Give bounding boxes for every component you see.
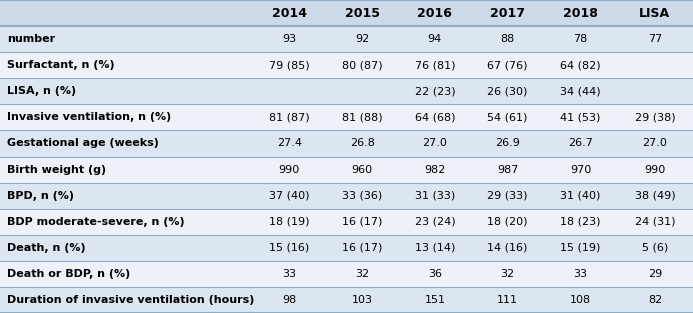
Text: 15 (16): 15 (16) [269,243,310,253]
Text: 2017: 2017 [490,7,525,19]
Text: 111: 111 [497,295,518,305]
Text: 98: 98 [282,295,297,305]
Text: 2018: 2018 [563,7,598,19]
Text: BDP moderate-severe, n (%): BDP moderate-severe, n (%) [7,217,184,227]
Bar [0,131,693,156]
Text: 151: 151 [424,295,446,305]
Text: 94: 94 [428,34,442,44]
Text: Duration of invasive ventilation (hours): Duration of invasive ventilation (hours) [7,295,254,305]
Text: 22 (23): 22 (23) [414,86,455,96]
Text: Invasive ventilation, n (%): Invasive ventilation, n (%) [7,112,171,122]
Text: Surfactant, n (%): Surfactant, n (%) [7,60,114,70]
Text: 27.0: 27.0 [423,138,447,148]
Text: 108: 108 [570,295,591,305]
Text: 37 (40): 37 (40) [269,191,310,201]
Text: 32: 32 [355,269,369,279]
Text: 88: 88 [500,34,515,44]
Text: 29 (38): 29 (38) [635,112,675,122]
Text: 970: 970 [570,165,591,175]
Text: 32: 32 [500,269,515,279]
Text: 13 (14): 13 (14) [414,243,455,253]
Text: 33 (36): 33 (36) [342,191,383,201]
Text: 64 (68): 64 (68) [414,112,455,122]
Text: 26.8: 26.8 [350,138,374,148]
Bar [0,209,693,235]
Text: Death or BDP, n (%): Death or BDP, n (%) [7,269,130,279]
Bar [0,261,693,287]
Text: 29: 29 [648,269,662,279]
Text: 24 (31): 24 (31) [635,217,675,227]
Text: 33: 33 [573,269,588,279]
Text: 15 (19): 15 (19) [560,243,601,253]
Text: 27.0: 27.0 [642,138,667,148]
Text: 26.9: 26.9 [495,138,520,148]
Text: Death, n (%): Death, n (%) [7,243,85,253]
Text: 2014: 2014 [272,7,307,19]
Text: 76 (81): 76 (81) [414,60,455,70]
Text: 78: 78 [573,34,588,44]
Bar [0,287,693,313]
Text: LISA, n (%): LISA, n (%) [7,86,76,96]
Text: 54 (61): 54 (61) [487,112,528,122]
Text: 5 (6): 5 (6) [642,243,668,253]
Text: 990: 990 [279,165,300,175]
Text: 16 (17): 16 (17) [342,217,383,227]
Text: 38 (49): 38 (49) [635,191,675,201]
Text: 29 (33): 29 (33) [487,191,528,201]
Text: 81 (87): 81 (87) [269,112,310,122]
Text: Birth weight (g): Birth weight (g) [7,165,106,175]
Bar [0,156,693,182]
Text: 79 (85): 79 (85) [269,60,310,70]
Text: Gestational age (weeks): Gestational age (weeks) [7,138,159,148]
Text: 82: 82 [648,295,662,305]
Text: 26 (30): 26 (30) [487,86,528,96]
Text: BPD, n (%): BPD, n (%) [7,191,74,201]
Text: 64 (82): 64 (82) [560,60,601,70]
Text: 27.4: 27.4 [277,138,302,148]
Bar [0,104,693,131]
Bar [0,182,693,209]
Text: 18 (19): 18 (19) [269,217,310,227]
Text: 987: 987 [497,165,518,175]
Bar [0,26,693,52]
Text: 31 (33): 31 (33) [414,191,455,201]
Text: 34 (44): 34 (44) [560,86,601,96]
Text: 2015: 2015 [344,7,380,19]
Text: 18 (20): 18 (20) [487,217,528,227]
Text: LISA: LISA [640,7,670,19]
Text: 960: 960 [351,165,373,175]
Text: 33: 33 [282,269,297,279]
Text: 93: 93 [282,34,297,44]
Text: 36: 36 [428,269,442,279]
Text: 77: 77 [648,34,662,44]
Text: 67 (76): 67 (76) [487,60,528,70]
Text: 26.7: 26.7 [568,138,593,148]
Text: 31 (40): 31 (40) [560,191,601,201]
Text: 41 (53): 41 (53) [560,112,601,122]
Text: 23 (24): 23 (24) [414,217,455,227]
Text: 982: 982 [424,165,446,175]
Bar [0,52,693,78]
Text: 18 (23): 18 (23) [560,217,601,227]
Text: 81 (88): 81 (88) [342,112,383,122]
Text: 14 (16): 14 (16) [487,243,528,253]
Text: 103: 103 [351,295,373,305]
Text: 16 (17): 16 (17) [342,243,383,253]
Text: 92: 92 [355,34,369,44]
Bar [0,235,693,261]
Text: number: number [7,34,55,44]
Text: 2016: 2016 [417,7,453,19]
Bar [0,0,693,26]
Text: 80 (87): 80 (87) [342,60,383,70]
Bar [0,78,693,104]
Text: 990: 990 [644,165,665,175]
